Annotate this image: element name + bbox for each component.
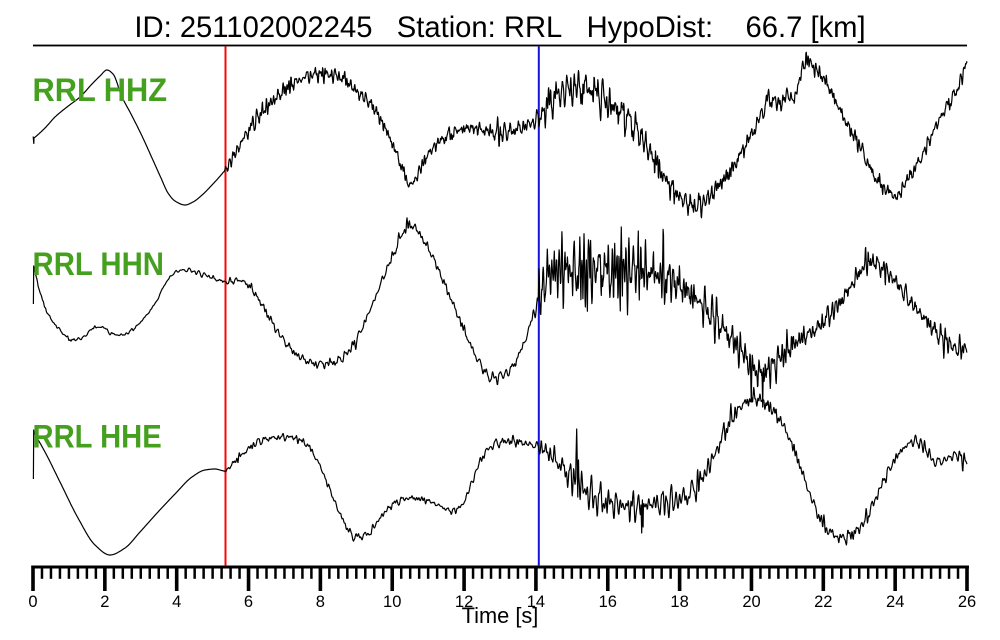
svg-text:12: 12: [455, 593, 473, 611]
svg-text:4: 4: [172, 593, 181, 611]
svg-text:6: 6: [244, 593, 253, 611]
svg-text:18: 18: [670, 593, 688, 611]
svg-text:16: 16: [599, 593, 617, 611]
svg-text:ID: 251102002245 Station: RR: ID: 251102002245 Station: RRL HypoDist: …: [134, 12, 865, 44]
svg-text:24: 24: [886, 593, 904, 611]
svg-text:0: 0: [28, 593, 37, 611]
svg-text:RRL HHN: RRL HHN: [33, 246, 165, 282]
svg-text:22: 22: [814, 593, 832, 611]
svg-text:8: 8: [316, 593, 325, 611]
svg-text:20: 20: [742, 593, 760, 611]
svg-text:2: 2: [100, 593, 109, 611]
svg-text:26: 26: [958, 593, 976, 611]
svg-text:RRL HHE: RRL HHE: [33, 418, 162, 454]
svg-text:RRL HHZ: RRL HHZ: [33, 72, 168, 108]
svg-text:10: 10: [383, 593, 401, 611]
svg-text:Time [s]: Time [s]: [462, 603, 539, 628]
svg-text:14: 14: [527, 593, 545, 611]
